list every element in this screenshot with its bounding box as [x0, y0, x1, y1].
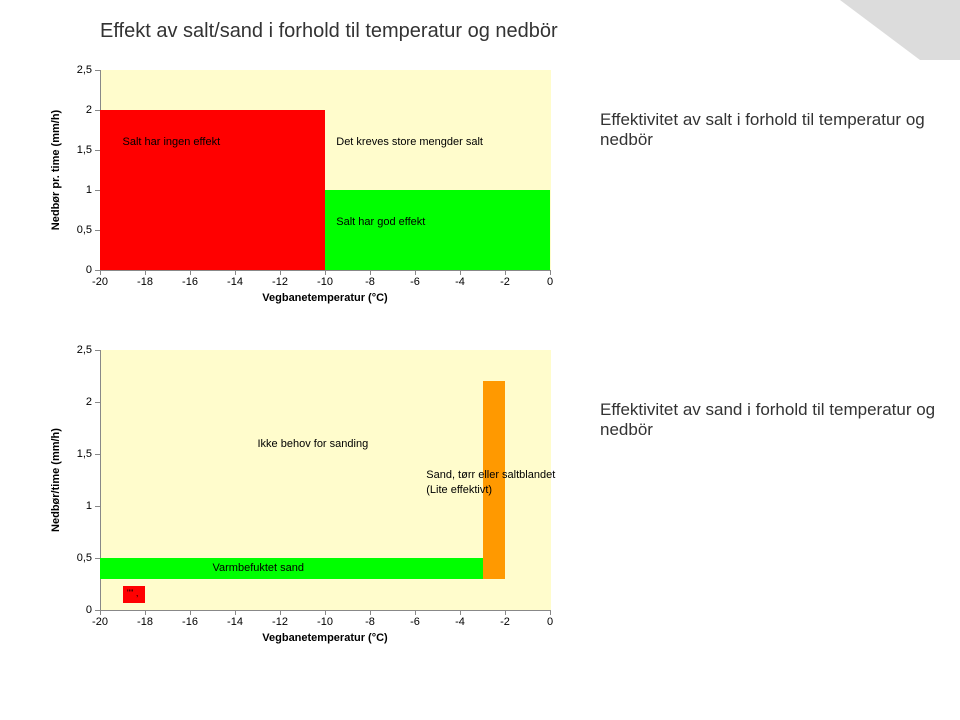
x-tick [415, 610, 416, 615]
y-tick [95, 230, 100, 231]
x-tick [100, 610, 101, 615]
x-tick [235, 610, 236, 615]
caption-sand: Effektivitet av sand i forhold til tempe… [600, 400, 960, 440]
corner-decoration [780, 0, 960, 60]
x-tick [460, 270, 461, 275]
x-tick [460, 610, 461, 615]
y-tick [95, 350, 100, 351]
y-tick-label: 1,5 [62, 144, 92, 156]
chart-annotation: Sand, tørr eller saltblandet [426, 469, 555, 481]
y-tick [95, 610, 100, 611]
x-tick [235, 270, 236, 275]
x-tick-label: -14 [220, 616, 250, 628]
y-tick [95, 110, 100, 111]
y-tick-label: 0 [62, 604, 92, 616]
x-tick-label: -10 [310, 616, 340, 628]
x-tick [280, 610, 281, 615]
y-tick [95, 402, 100, 403]
x-tick [550, 610, 551, 615]
chart-annotation: Varmbefuktet sand [213, 562, 305, 574]
x-tick-label: -18 [130, 276, 160, 288]
x-tick-label: -12 [265, 616, 295, 628]
y-tick-label: 1,5 [62, 448, 92, 460]
y-tick-label: 2,5 [62, 64, 92, 76]
y-tick-label: 2,5 [62, 344, 92, 356]
x-tick [550, 270, 551, 275]
x-tick [370, 270, 371, 275]
chart-annotation: Ikke behov for sanding [258, 438, 369, 450]
x-tick-label: -16 [175, 616, 205, 628]
x-tick-label: -20 [85, 276, 115, 288]
x-axis-label: Vegbanetemperatur (°C) [225, 632, 425, 644]
y-tick [95, 506, 100, 507]
y-tick [95, 558, 100, 559]
x-tick [280, 270, 281, 275]
caption-salt: Effektivitet av salt i forhold til tempe… [600, 110, 960, 150]
x-tick-label: -18 [130, 616, 160, 628]
chart-annotation: (Lite effektivt) [426, 484, 492, 496]
x-tick-label: -2 [490, 276, 520, 288]
x-tick-label: -6 [400, 616, 430, 628]
x-tick-label: -12 [265, 276, 295, 288]
x-tick [190, 610, 191, 615]
chart-annotation: Salt har god effekt [336, 216, 425, 228]
y-axis-label: Nedbør/time (mm/h) [50, 405, 62, 555]
y-tick [95, 190, 100, 191]
x-tick-label: -16 [175, 276, 205, 288]
x-tick-label: -6 [400, 276, 430, 288]
x-tick [370, 610, 371, 615]
x-tick [415, 270, 416, 275]
x-tick-label: -8 [355, 616, 385, 628]
y-tick-label: 2 [62, 396, 92, 408]
page-title: Effekt av salt/sand i forhold til temper… [100, 20, 558, 43]
x-tick-label: 0 [535, 276, 565, 288]
x-tick-label: -2 [490, 616, 520, 628]
y-tick-label: 1 [62, 500, 92, 512]
y-tick-label: 0,5 [62, 224, 92, 236]
y-tick [95, 454, 100, 455]
x-tick [145, 610, 146, 615]
x-tick-label: 0 [535, 616, 565, 628]
chart-annotation: "" , [127, 588, 138, 598]
x-tick-label: -8 [355, 276, 385, 288]
chart-annotation: Det kreves store mengder salt [336, 136, 483, 148]
x-tick [145, 270, 146, 275]
x-tick-label: -10 [310, 276, 340, 288]
x-tick-label: -4 [445, 276, 475, 288]
x-tick [190, 270, 191, 275]
x-tick-label: -14 [220, 276, 250, 288]
x-tick [505, 270, 506, 275]
x-tick [100, 270, 101, 275]
x-tick-label: -4 [445, 616, 475, 628]
x-tick [325, 270, 326, 275]
x-tick [505, 610, 506, 615]
chart-region [100, 110, 325, 270]
y-tick-label: 0,5 [62, 552, 92, 564]
x-tick [325, 610, 326, 615]
chart-annotation: Salt har ingen effekt [123, 136, 221, 148]
y-tick [95, 270, 100, 271]
x-axis-label: Vegbanetemperatur (°C) [225, 292, 425, 304]
y-tick-label: 1 [62, 184, 92, 196]
chart-region [325, 190, 550, 270]
y-tick [95, 70, 100, 71]
y-axis-label: Nedbør pr. time (mm/h) [50, 95, 62, 245]
y-tick [95, 150, 100, 151]
y-tick-label: 0 [62, 264, 92, 276]
y-tick-label: 2 [62, 104, 92, 116]
x-tick-label: -20 [85, 616, 115, 628]
